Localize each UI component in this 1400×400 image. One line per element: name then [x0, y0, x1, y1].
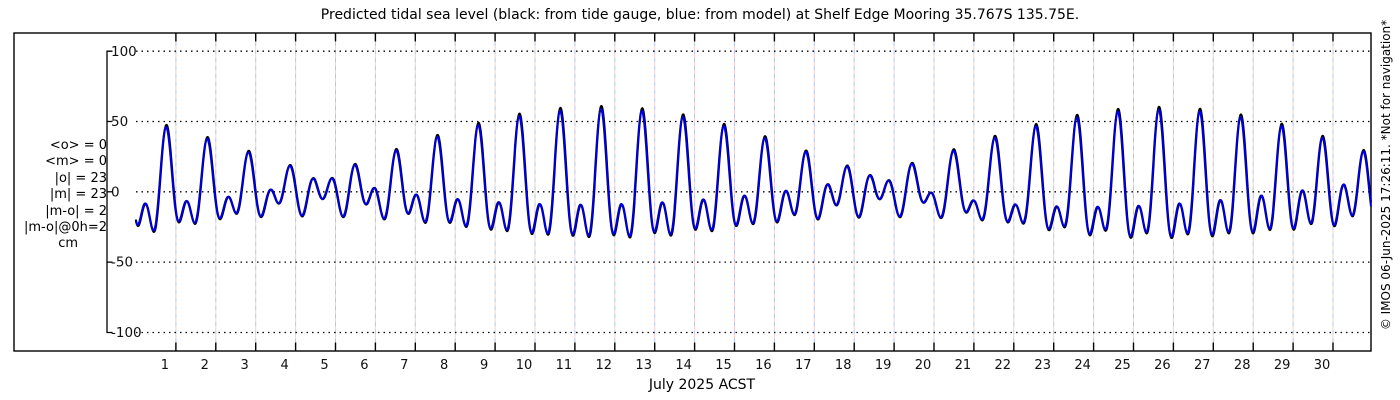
x-tick-label: 1: [161, 358, 169, 373]
x-tick-label: 20: [915, 358, 932, 373]
stat-mean-obs: <o> = 0: [49, 138, 107, 153]
chart-title: Predicted tidal sea level (black: from t…: [320, 7, 1080, 23]
y-tick-label: 50: [111, 114, 128, 130]
x-tick-label: 26: [1154, 358, 1171, 373]
x-tick-label: 30: [1314, 358, 1331, 373]
x-tick-label: 11: [556, 358, 573, 373]
stat-unit: cm: [58, 236, 78, 252]
x-tick-label: 8: [440, 358, 448, 373]
y-tick-label: -100: [111, 325, 142, 341]
stats-block: <o> = 0 <m> = 0 |o| = 23 |m| = 23 |m-o| …: [20, 138, 107, 253]
x-tick-label: 4: [280, 358, 288, 373]
y-tick-label: -50: [111, 255, 133, 271]
x-tick-label: 18: [835, 358, 852, 373]
plot-frame: [13, 32, 1372, 352]
x-tick-label: 3: [241, 358, 249, 373]
stat-mean-model: <m> = 0: [45, 154, 107, 170]
curve-tide-gauge: [134, 104, 1372, 240]
x-tick-label: 6: [360, 358, 368, 373]
x-tick-label: 7: [400, 358, 408, 373]
x-tick-label: 12: [596, 358, 613, 373]
stat-abs-model: |m| = 23: [49, 187, 107, 203]
curve-model: [135, 107, 1372, 238]
x-tick-label: 15: [715, 358, 732, 373]
x-tick-label: 9: [480, 358, 488, 373]
x-tick-label: 27: [1194, 358, 1211, 373]
x-tick-label: 10: [516, 358, 533, 373]
x-tick-label: 29: [1274, 358, 1291, 373]
y-tick-label: 100: [111, 44, 137, 60]
x-tick-label: 24: [1074, 358, 1091, 373]
x-tick-label: 21: [955, 358, 972, 373]
x-tick-label: 19: [875, 358, 892, 373]
credit-vertical-text: © IMOS 06-Jun-2025 17:26:11. *Not for na…: [1379, 19, 1393, 331]
x-tick-label: 14: [675, 358, 692, 373]
stat-abs-diff-0h: |m-o|@0h=2: [24, 220, 107, 236]
x-tick-label: 17: [795, 358, 812, 373]
y-tick-label: 0: [111, 184, 120, 200]
stat-abs-obs: |o| = 23: [54, 170, 107, 186]
x-tick-label: 23: [1034, 358, 1051, 373]
x-axis-title: July 2025 ACST: [648, 377, 756, 393]
x-tick-label: 25: [1114, 358, 1131, 373]
x-tick-label: 2: [201, 358, 209, 373]
x-tick-label: 28: [1234, 358, 1251, 373]
x-tick-label: 13: [635, 358, 652, 373]
x-tick-label: 22: [995, 358, 1012, 373]
x-tick-label: 5: [320, 358, 328, 373]
stat-abs-diff: |m-o| = 2: [45, 203, 107, 219]
x-tick-label: 16: [755, 358, 772, 373]
